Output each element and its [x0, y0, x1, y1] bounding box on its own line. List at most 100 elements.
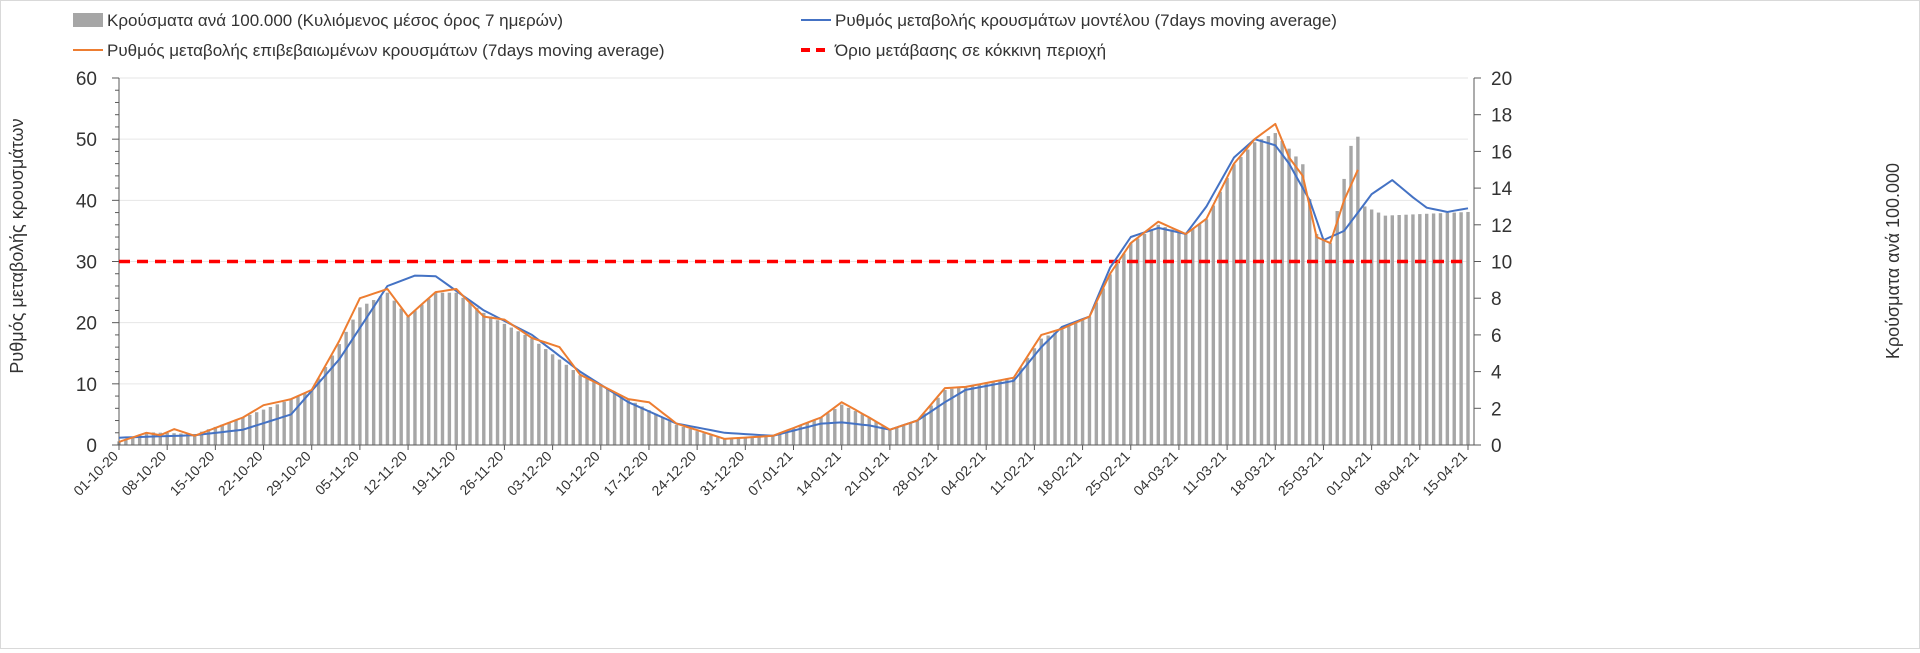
- bar: [592, 382, 596, 445]
- bar: [220, 424, 224, 445]
- bar: [447, 292, 452, 445]
- bar: [743, 437, 748, 445]
- bar: [1307, 199, 1312, 445]
- y-right-tick-label: 6: [1491, 326, 1502, 347]
- bar: [750, 437, 754, 445]
- bar: [1445, 212, 1450, 445]
- bar: [1018, 367, 1023, 445]
- bar: [867, 417, 871, 445]
- bar: [1390, 215, 1394, 445]
- x-tick-label: 19-11-20: [408, 448, 458, 498]
- bar: [261, 409, 266, 445]
- bar: [495, 320, 500, 445]
- bar: [440, 292, 445, 445]
- bar: [1280, 140, 1284, 445]
- bar: [1032, 348, 1037, 445]
- bar: [1149, 229, 1154, 445]
- bar: [1287, 148, 1291, 445]
- bar: [316, 378, 321, 445]
- bar: [1438, 213, 1443, 445]
- legend-label-confirmed: Ρυθμός μεταβολής επιβεβαιωμένων κρουσμάτ…: [107, 41, 665, 60]
- x-tick-label: 08-04-21: [1371, 448, 1422, 499]
- bar: [963, 386, 968, 445]
- bar: [413, 310, 417, 445]
- x-tick-label: 07-01-21: [745, 448, 796, 499]
- legend-label-threshold: Όριο μετάβασης σε κόκκινη περιοχή: [834, 41, 1106, 60]
- bar: [344, 331, 348, 445]
- bar: [206, 429, 211, 445]
- x-tick-label: 12-11-20: [360, 448, 410, 498]
- bar: [1411, 214, 1415, 445]
- bar: [1012, 377, 1016, 445]
- bar: [1266, 136, 1271, 445]
- bar: [984, 382, 988, 445]
- model-rate-line: [118, 138, 1469, 439]
- bar: [853, 411, 858, 445]
- bar: [970, 384, 975, 445]
- bar: [729, 438, 734, 445]
- bar: [771, 435, 775, 445]
- bar: [378, 296, 383, 445]
- bar: [427, 298, 431, 445]
- bar: [571, 370, 575, 445]
- bar: [667, 421, 672, 445]
- bar: [227, 422, 231, 445]
- bar: [895, 428, 899, 445]
- bar: [337, 344, 341, 445]
- bar: [640, 406, 644, 445]
- bar: [709, 435, 713, 445]
- x-tick-label: 18-03-21: [1226, 448, 1277, 499]
- x-tick-label: 22-10-20: [215, 448, 266, 499]
- y-right-tick-label: 4: [1491, 363, 1502, 384]
- bar: [1252, 142, 1257, 445]
- bar: [612, 392, 617, 445]
- bar: [736, 438, 741, 445]
- x-tick-label: 28-01-21: [889, 448, 940, 499]
- y-left-tick-label: 10: [76, 375, 97, 396]
- bar: [392, 300, 397, 445]
- bar: [599, 385, 603, 445]
- x-tick-label: 15-04-21: [1419, 448, 1470, 499]
- bar: [839, 404, 844, 445]
- bar: [420, 304, 424, 445]
- bar: [137, 434, 142, 445]
- bar: [475, 307, 479, 445]
- bar: [296, 396, 300, 445]
- bar: [248, 414, 252, 445]
- bar: [358, 307, 362, 445]
- bar: [241, 417, 245, 445]
- bar: [1397, 215, 1401, 445]
- bar: [193, 433, 197, 445]
- bar: [956, 387, 961, 445]
- bar: [330, 355, 335, 445]
- bar: [385, 292, 390, 445]
- bar: [881, 426, 885, 445]
- bar: [1094, 302, 1099, 445]
- bar: [647, 410, 651, 445]
- bar: [275, 404, 280, 445]
- bar: [1376, 212, 1381, 445]
- bar: [674, 424, 679, 445]
- bar: [516, 331, 520, 445]
- bar: [661, 417, 665, 445]
- bar: [1404, 214, 1408, 445]
- x-tick-label: 24-12-20: [648, 448, 699, 499]
- bar: [633, 402, 637, 445]
- bar: [1369, 209, 1374, 445]
- bar: [1060, 329, 1064, 445]
- bar: [544, 349, 548, 445]
- bar: [784, 430, 789, 445]
- y-right-tick-label: 16: [1491, 142, 1512, 163]
- bar: [1184, 233, 1188, 445]
- x-tick-label: 08-10-20: [118, 448, 169, 499]
- bar: [1067, 326, 1071, 445]
- bar: [874, 421, 878, 445]
- bar: [915, 421, 920, 445]
- bar: [509, 327, 514, 445]
- bar: [468, 302, 472, 445]
- legend-label-bars: Κρούσματα ανά 100.000 (Κυλιόμενος μέσος …: [107, 11, 563, 30]
- bar: [1342, 178, 1346, 446]
- bar: [1232, 164, 1236, 445]
- bar: [482, 312, 486, 445]
